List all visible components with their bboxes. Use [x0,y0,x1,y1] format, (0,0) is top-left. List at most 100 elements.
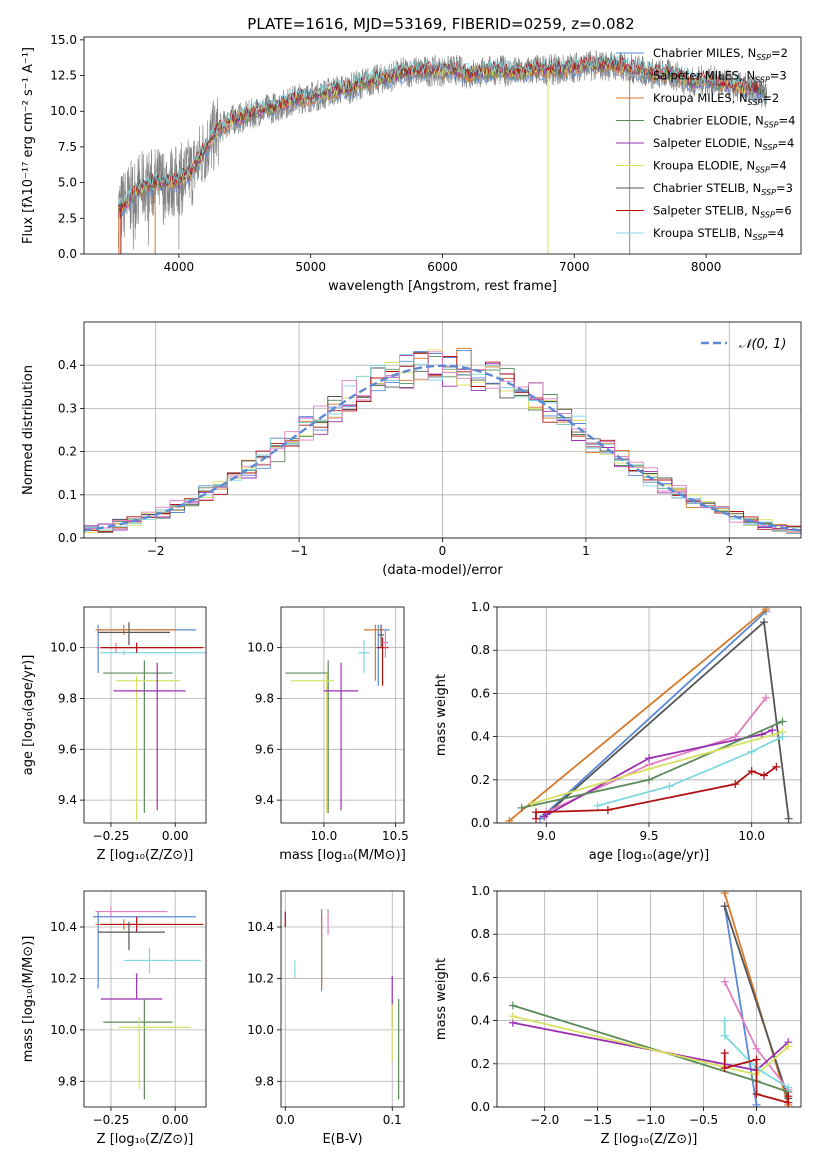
legend-entry: Chabrier MILES, NSSP=2 [653,46,788,62]
plot-area [505,607,793,823]
y-tick-label: 0.4 [471,730,490,744]
panel-weight-vs-z: −2.0 −1.5 −1.0 −0.5 0.0 0.0 0.2 0.4 0.6 0.8 1.0 Z [… [434,884,802,1147]
axes: 9.0 9.5 10.0 0.0 0.2 0.4 0.6 0.8 1.0 age [log₁₀(a… [434,600,802,863]
weight-point [772,762,781,771]
axes: 4000 5000 6000 7000 8000 0.0 2.5 5.0 7.5 10.0 12.5… [21,33,802,294]
y-axis-label: Normed distribution [21,365,36,495]
y-tick-label: 9.4 [58,793,77,807]
y-tick-label: 0.3 [58,401,77,415]
plot-area [84,348,801,534]
x-tick-label: 0 [439,544,447,558]
x-tick-label: −1 [290,544,308,558]
y-tick-label: 10.0 [247,641,274,655]
legend-entry: Kroupa MILES, NSSP=2 [653,91,779,107]
legend-entry: 𝒩(0, 1) [739,337,786,352]
weight-point [508,1001,517,1010]
legend-entry: Chabrier STELIB, NSSP=3 [653,181,793,197]
weight-point [720,1016,729,1025]
y-tick-label: 15.0 [50,33,77,47]
panel-mass-vs-z: −0.25 0.00 9.8 10.0 10.2 10.4 Z [log₁₀(Z/Z⊙)] m… [21,890,207,1147]
axes-frame [496,606,802,824]
axes: 10.0 10.5 9.4 9.6 9.8 10.0 mass [log₁₀(M/M⊙)] [247,606,409,863]
plot-area [92,906,204,1100]
y-axis-label: mass weight [434,958,449,1040]
weight-line-7 [597,735,783,807]
weight-point [720,1031,729,1040]
x-axis-label: Z [log₁₀(Z/Z⊙)] [97,848,194,863]
legend: Chabrier MILES, NSSP=2 Salpeter MILES, NS… [616,46,795,242]
y-tick-label: 9.6 [58,742,77,756]
weight-line-4 [543,729,773,818]
weight-line-0 [539,610,767,820]
y-tick-label: 0.0 [58,247,77,261]
legend-entry: Salpeter MILES, NSSP=3 [653,69,787,85]
axes-frame [83,36,802,255]
weight-point [720,977,729,986]
weight-point [731,780,740,789]
y-tick-label: 7.5 [58,140,77,154]
weight-line-6 [531,731,783,805]
y-tick-label: 10.0 [50,1023,77,1037]
plot-area [95,622,206,821]
axes-frame [83,890,207,1108]
y-tick-label: 0.2 [471,773,490,787]
y-tick-label: 0.0 [58,531,77,545]
weight-line-3 [545,697,767,814]
y-tick-label: 12.5 [50,69,77,83]
y-tick-label: 5.0 [58,176,77,190]
x-tick-label: −0.25 [93,829,130,843]
x-tick-label: 10.0 [311,829,338,843]
y-axis-label: mass weight [434,674,449,756]
legend-entry: Kroupa STELIB, NSSP=4 [653,226,784,242]
axes: −2 −1 0 1 2 0.0 0.1 0.2 0.3 0.4 (data-model)/error… [21,321,802,578]
y-tick-label: 0.2 [58,445,77,459]
y-tick-label: 0.0 [471,816,490,830]
axes-frame [83,321,802,539]
panel-residuals: −2 −1 0 1 2 0.0 0.1 0.2 0.3 0.4 (data-model)/error… [21,321,802,578]
weight-point [778,732,787,741]
weight-point [720,1064,729,1073]
weight-point [517,803,526,812]
legend-entry: Chabrier ELODIE, NSSP=4 [653,114,795,130]
weight-line-1 [723,892,790,1106]
weight-line-2 [723,905,790,1099]
y-axis-label: age [log₁₀(age/yr)] [21,655,36,776]
weight-point [645,754,653,763]
panel-age-vs-mass: 10.0 10.5 9.4 9.6 9.8 10.0 mass [log₁₀(M/M⊙)] [247,606,409,863]
y-tick-label: 0.4 [471,1014,490,1028]
x-axis-label: wavelength [Angstrom, rest frame] [328,279,557,294]
panel-age-vs-z: −0.25 0.00 9.4 9.6 9.8 10.0 Z [log₁₀(Z/Z⊙)] age… [21,606,207,863]
y-tick-label: 1.0 [471,600,490,614]
y-tick-label: 9.6 [255,742,274,756]
x-tick-label: −1.0 [636,1113,665,1127]
x-tick-label: 8000 [691,260,722,274]
weight-point [508,1012,517,1021]
y-tick-label: 10.4 [247,920,274,934]
gaussian-curve [84,364,801,532]
y-axis-label: Flux [fλ10⁻¹⁷ erg cm⁻² s⁻¹ A⁻¹] [21,47,36,244]
axes: −0.25 0.00 9.4 9.6 9.8 10.0 Z [log₁₀(Z/Z⊙)] age… [21,606,207,863]
y-tick-label: 9.4 [255,793,274,807]
weight-point [768,726,777,735]
grid [281,891,404,1107]
weight-point [532,808,541,817]
weight-point [762,607,771,614]
axes: −0.25 0.00 9.8 10.0 10.2 10.4 Z [log₁₀(Z/Z⊙)] m… [21,890,207,1147]
weight-point [760,771,769,780]
weight-point [645,775,653,784]
legend-entry: Salpeter ELODIE, NSSP=4 [653,136,794,152]
histogram-8 [84,351,801,533]
x-tick-label: 2 [725,544,733,558]
weight-point [720,902,729,911]
y-tick-label: 0.0 [471,1100,490,1114]
axes-frame [83,606,207,824]
x-tick-label: 1 [582,544,590,558]
weight-point [752,1055,761,1064]
y-tick-label: 0.4 [58,358,77,372]
y-tick-label: 10.0 [50,641,77,655]
x-tick-label: 0.1 [383,1113,402,1127]
x-tick-label: 0.0 [747,1113,766,1127]
panel-spectrum: 4000 5000 6000 7000 8000 0.0 2.5 5.0 7.5 10.0 12.5… [21,33,802,294]
y-tick-label: 0.6 [471,970,490,984]
figure-title: PLATE=1616, MJD=53169, FIBERID=0259, z=0… [247,15,634,33]
